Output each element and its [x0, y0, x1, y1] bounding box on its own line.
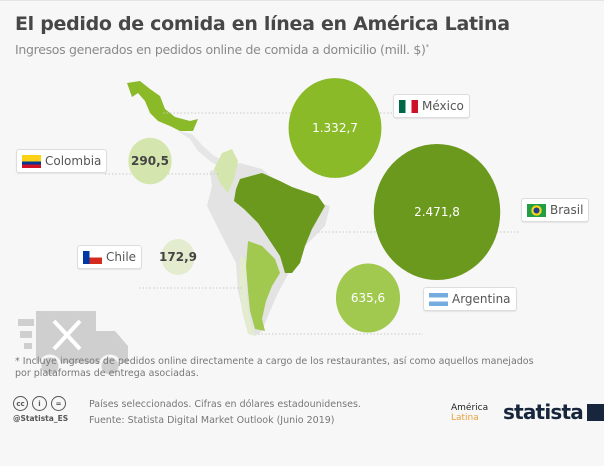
- value-brasil: 2.471,8: [414, 205, 460, 219]
- value-mexico: 1.332,7: [312, 121, 358, 135]
- mexico-shape: [127, 81, 198, 131]
- country-name: Colombia: [45, 154, 102, 168]
- america-latina-logo: América Latina: [451, 403, 488, 423]
- bubble-colombia: [128, 137, 172, 185]
- brazil-shape: [234, 173, 325, 273]
- logo-latina-text: Latina: [451, 413, 479, 423]
- mexico-flag-icon: [399, 99, 418, 113]
- subtitle-text: Ingresos generados en pedidos online de …: [15, 42, 426, 57]
- statista-logo: statista: [503, 400, 604, 424]
- source-line-1: Países seleccionados. Cifras en dólares …: [89, 399, 361, 410]
- label-colombia: Colombia: [16, 149, 108, 173]
- bubble-argentina: [335, 263, 401, 333]
- value-colombia: 290,5: [131, 154, 169, 168]
- bubble-chile: [161, 239, 195, 275]
- label-argentina: Argentina: [423, 287, 517, 311]
- chile-shape: [239, 256, 255, 336]
- delivery-truck-icon: [18, 311, 128, 378]
- country-name: México: [422, 99, 464, 113]
- statista-mark-icon: [586, 404, 604, 421]
- statista-logo-text: statista: [503, 400, 584, 424]
- label-mexico: México: [393, 94, 470, 118]
- bubble-brasil: [373, 144, 501, 280]
- country-name: Chile: [106, 250, 137, 264]
- value-argentina: 635,6: [350, 291, 386, 305]
- colombia-flag-icon: [22, 154, 41, 168]
- label-brasil: Brasil: [521, 198, 590, 222]
- argentina-shape: [246, 241, 280, 331]
- colombia-shape: [214, 149, 238, 193]
- bubbles: [128, 78, 501, 333]
- subtitle-footnote-mark: *: [425, 42, 430, 51]
- cc-icon[interactable]: cc: [13, 396, 28, 411]
- twitter-handle: @Statista_ES: [13, 414, 69, 423]
- brazil-flag-icon: [527, 203, 546, 217]
- country-name: Argentina: [452, 292, 511, 306]
- footnote: * Incluye ingresos de pedidos online dir…: [15, 356, 534, 379]
- source-line-2: Fuente: Statista Digital Market Outlook …: [89, 415, 335, 426]
- no-derivatives-icon[interactable]: =: [51, 396, 66, 411]
- argentina-flag-icon: [429, 292, 448, 306]
- bubble-mexico: [288, 78, 382, 178]
- central-america-shape: [178, 131, 230, 171]
- label-chile: Chile: [77, 245, 143, 269]
- chile-flag-icon: [83, 250, 102, 264]
- chart-title: El pedido de comida en línea en América …: [15, 13, 510, 35]
- country-name: Brasil: [550, 203, 584, 217]
- value-chile: 172,9: [159, 250, 197, 264]
- attribution-icon[interactable]: i: [32, 396, 47, 411]
- chart-subtitle: Ingresos generados en pedidos online de …: [15, 42, 429, 57]
- logo-america-text: América: [451, 403, 489, 413]
- latin-america-map: [127, 81, 330, 336]
